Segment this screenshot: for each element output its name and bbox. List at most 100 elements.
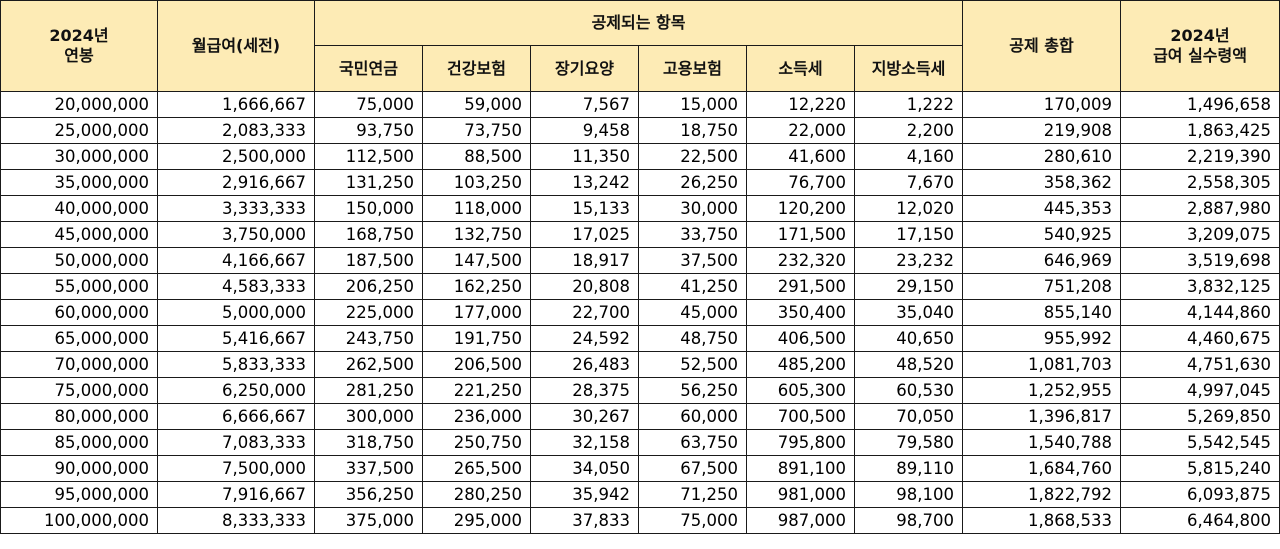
cell-monthly-salary: 2,083,333 [157, 117, 315, 144]
header-employment-insurance: 고용보험 [638, 45, 747, 92]
cell-net-pay: 6,464,800 [1120, 507, 1280, 534]
cell-employment-insurance: 67,500 [638, 455, 747, 482]
cell-health-insurance: 147,500 [422, 247, 531, 274]
cell-annual-salary: 75,000,000 [0, 377, 158, 404]
cell-total-deduction: 1,822,792 [962, 481, 1122, 508]
cell-local-income-tax: 29,150 [853, 273, 964, 300]
cell-net-pay: 5,269,850 [1120, 403, 1280, 430]
cell-employment-insurance: 63,750 [638, 429, 747, 456]
cell-income-tax: 12,220 [746, 91, 855, 118]
cell-annual-salary: 30,000,000 [0, 143, 158, 170]
cell-total-deduction: 646,969 [962, 247, 1122, 274]
cell-national-pension: 150,000 [314, 195, 423, 222]
table-row: 95,000,000 7,916,667 356,250 280,250 35,942 7… [0, 481, 1280, 508]
cell-health-insurance: 191,750 [422, 325, 531, 352]
cell-local-income-tax: 70,050 [853, 403, 964, 430]
cell-health-insurance: 162,250 [422, 273, 531, 300]
cell-national-pension: 243,750 [314, 325, 423, 352]
cell-health-insurance: 236,000 [422, 403, 531, 430]
cell-employment-insurance: 33,750 [638, 221, 747, 248]
table-row: 85,000,000 7,083,333 318,750 250,750 32,158 6… [0, 429, 1280, 456]
cell-long-term-care: 26,483 [530, 351, 639, 378]
header-long-term-care: 장기요양 [530, 45, 639, 92]
cell-income-tax: 76,700 [746, 169, 855, 196]
header-national-pension: 국민연금 [314, 45, 423, 92]
cell-employment-insurance: 75,000 [638, 507, 747, 534]
cell-monthly-salary: 3,750,000 [157, 221, 315, 248]
table-row: 20,000,000 1,666,667 75,000 59,000 7,567 15,0… [0, 91, 1280, 118]
cell-employment-insurance: 60,000 [638, 403, 747, 430]
cell-employment-insurance: 71,250 [638, 481, 747, 508]
cell-monthly-salary: 6,250,000 [157, 377, 315, 404]
cell-net-pay: 5,542,545 [1120, 429, 1280, 456]
cell-total-deduction: 219,908 [962, 117, 1122, 144]
cell-income-tax: 795,800 [746, 429, 855, 456]
cell-monthly-salary: 4,583,333 [157, 273, 315, 300]
cell-annual-salary: 85,000,000 [0, 429, 158, 456]
cell-monthly-salary: 5,000,000 [157, 299, 315, 326]
table-row: 45,000,000 3,750,000 168,750 132,750 17,025 3… [0, 221, 1280, 248]
cell-income-tax: 981,000 [746, 481, 855, 508]
cell-income-tax: 232,320 [746, 247, 855, 274]
cell-net-pay: 3,519,698 [1120, 247, 1280, 274]
cell-net-pay: 5,815,240 [1120, 455, 1280, 482]
table-body: 20,000,000 1,666,667 75,000 59,000 7,567 15,0… [0, 91, 1280, 534]
cell-income-tax: 120,200 [746, 195, 855, 222]
cell-employment-insurance: 48,750 [638, 325, 747, 352]
table-row: 40,000,000 3,333,333 150,000 118,000 15,133 3… [0, 195, 1280, 222]
cell-income-tax: 291,500 [746, 273, 855, 300]
table-row: 100,000,000 8,333,333 375,000 295,000 37,833… [0, 507, 1280, 534]
cell-local-income-tax: 48,520 [853, 351, 964, 378]
cell-local-income-tax: 2,200 [853, 117, 964, 144]
cell-income-tax: 891,100 [746, 455, 855, 482]
cell-employment-insurance: 30,000 [638, 195, 747, 222]
cell-annual-salary: 45,000,000 [0, 221, 158, 248]
cell-health-insurance: 103,250 [422, 169, 531, 196]
cell-national-pension: 356,250 [314, 481, 423, 508]
cell-local-income-tax: 40,650 [853, 325, 964, 352]
table-row: 90,000,000 7,500,000 337,500 265,500 34,050 6… [0, 455, 1280, 482]
cell-health-insurance: 280,250 [422, 481, 531, 508]
cell-national-pension: 262,500 [314, 351, 423, 378]
cell-income-tax: 987,000 [746, 507, 855, 534]
cell-employment-insurance: 26,250 [638, 169, 747, 196]
cell-local-income-tax: 98,100 [853, 481, 964, 508]
cell-total-deduction: 1,081,703 [962, 351, 1122, 378]
cell-long-term-care: 22,700 [530, 299, 639, 326]
cell-net-pay: 2,887,980 [1120, 195, 1280, 222]
header-monthly-salary: 월급여(세전) [157, 0, 315, 92]
cell-total-deduction: 751,208 [962, 273, 1122, 300]
cell-health-insurance: 59,000 [422, 91, 531, 118]
cell-net-pay: 2,558,305 [1120, 169, 1280, 196]
cell-total-deduction: 1,252,955 [962, 377, 1122, 404]
cell-annual-salary: 80,000,000 [0, 403, 158, 430]
cell-employment-insurance: 22,500 [638, 143, 747, 170]
cell-national-pension: 318,750 [314, 429, 423, 456]
cell-national-pension: 75,000 [314, 91, 423, 118]
table-row: 30,000,000 2,500,000 112,500 88,500 11,350 22… [0, 143, 1280, 170]
cell-net-pay: 4,997,045 [1120, 377, 1280, 404]
cell-annual-salary: 65,000,000 [0, 325, 158, 352]
cell-employment-insurance: 15,000 [638, 91, 747, 118]
cell-net-pay: 3,832,125 [1120, 273, 1280, 300]
cell-monthly-salary: 7,083,333 [157, 429, 315, 456]
cell-monthly-salary: 2,500,000 [157, 143, 315, 170]
cell-monthly-salary: 6,666,667 [157, 403, 315, 430]
cell-health-insurance: 221,250 [422, 377, 531, 404]
cell-health-insurance: 88,500 [422, 143, 531, 170]
cell-monthly-salary: 4,166,667 [157, 247, 315, 274]
cell-net-pay: 4,460,675 [1120, 325, 1280, 352]
header-annual-salary: 2024년 연봉 [0, 0, 158, 92]
cell-annual-salary: 40,000,000 [0, 195, 158, 222]
header-income-tax: 소득세 [746, 45, 855, 92]
cell-total-deduction: 358,362 [962, 169, 1122, 196]
cell-national-pension: 337,500 [314, 455, 423, 482]
cell-long-term-care: 18,917 [530, 247, 639, 274]
table-row: 55,000,000 4,583,333 206,250 162,250 20,808 4… [0, 273, 1280, 300]
cell-long-term-care: 34,050 [530, 455, 639, 482]
cell-annual-salary: 90,000,000 [0, 455, 158, 482]
cell-local-income-tax: 35,040 [853, 299, 964, 326]
cell-monthly-salary: 7,916,667 [157, 481, 315, 508]
cell-annual-salary: 70,000,000 [0, 351, 158, 378]
cell-monthly-salary: 5,833,333 [157, 351, 315, 378]
